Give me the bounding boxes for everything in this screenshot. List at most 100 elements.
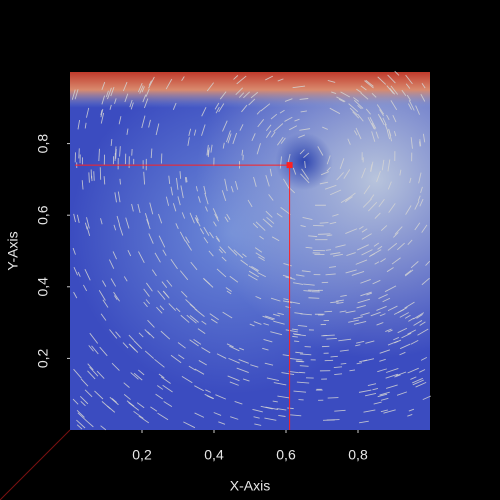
flow-glyph: [86, 226, 91, 237]
flow-glyph: [186, 314, 197, 324]
flow-glyph: [397, 327, 408, 334]
flow-glyph: [405, 83, 411, 89]
y-tick-label: 0,2: [35, 348, 51, 368]
flow-glyph: [346, 252, 356, 256]
flow-glyph: [304, 161, 306, 169]
flow-glyph: [408, 317, 415, 322]
flow-glyph: [279, 109, 285, 114]
flow-glyph: [163, 401, 173, 408]
flow-glyph: [234, 181, 239, 190]
flow-glyph: [114, 192, 117, 203]
flow-glyph: [110, 139, 113, 146]
flow-glyph: [123, 276, 128, 282]
flow-glyph: [300, 173, 310, 184]
flow-glyph: [399, 169, 402, 176]
flow-glyph: [109, 329, 118, 339]
flow-glyph: [287, 154, 291, 164]
flow-glyph: [319, 181, 329, 185]
flow-glyph: [218, 103, 225, 113]
flow-glyph: [89, 366, 99, 377]
flow-glyph: [358, 225, 364, 230]
flow-glyph: [335, 244, 346, 248]
flow-glyph: [126, 128, 129, 135]
flow-glyph: [270, 131, 276, 138]
flow-glyph: [272, 400, 278, 403]
flow-glyph: [370, 161, 374, 172]
flow-glyph: [208, 250, 214, 257]
flow-glyph: [149, 202, 154, 215]
flow-glyph: [73, 368, 82, 379]
flow-glyph: [162, 249, 167, 256]
flow-glyph: [293, 333, 306, 337]
flow-glyph: [137, 83, 143, 93]
flow-glyph: [386, 130, 391, 140]
flow-glyph: [303, 290, 312, 292]
flow-glyph: [81, 180, 84, 190]
flow-glyph: [110, 278, 117, 287]
flow-glyph: [205, 389, 211, 393]
flow-glyph: [386, 85, 394, 94]
flow-glyph: [367, 383, 377, 386]
flow-glyph: [358, 420, 369, 424]
flow-glyph: [379, 349, 391, 354]
flow-glyph: [226, 213, 231, 220]
flow-glyph: [109, 104, 112, 110]
flow-glyph: [300, 225, 306, 228]
flow-glyph: [117, 191, 121, 203]
flow-glyph: [181, 76, 185, 81]
flow-glyph: [158, 373, 165, 379]
flow-glyph: [370, 194, 375, 200]
flow-glyph: [242, 253, 247, 258]
flow-glyph: [405, 205, 412, 215]
flow-glyph: [204, 192, 209, 205]
flow-glyph: [86, 420, 94, 428]
flow-glyph: [146, 218, 151, 230]
flow-glyph: [407, 414, 413, 417]
flow-glyph: [201, 124, 206, 136]
flow-glyph: [339, 158, 345, 170]
flow-glyph: [252, 408, 263, 413]
flow-glyph: [105, 90, 109, 97]
flow-glyph: [193, 338, 202, 345]
flow-glyph: [372, 388, 379, 391]
flow-glyph: [270, 113, 278, 120]
flow-glyph: [383, 409, 396, 414]
flow-glyph: [154, 358, 165, 368]
x-tick-label: 0,6: [276, 447, 296, 463]
flow-glyph: [298, 134, 306, 138]
flow-glyph: [235, 87, 244, 96]
flow-glyph: [393, 130, 397, 137]
flow-glyph: [352, 111, 360, 119]
flow-glyph: [345, 269, 357, 274]
flow-glyph: [308, 289, 320, 292]
flow-glyph: [421, 83, 426, 89]
flow-glyph: [222, 142, 225, 149]
flow-glyph: [159, 305, 165, 311]
flow-glyph: [195, 186, 198, 192]
flow-glyph: [100, 109, 103, 116]
flow-glyph: [87, 370, 96, 380]
flow-glyph: [143, 98, 149, 109]
flow-glyph: [280, 137, 286, 144]
flow-glyph: [209, 231, 214, 239]
flow-glyph: [138, 251, 145, 263]
flow-glyph: [347, 138, 351, 145]
flow-glyph: [277, 78, 284, 82]
flow-glyph: [404, 301, 415, 309]
flow-glyph: [388, 203, 396, 213]
flow-glyph: [113, 291, 120, 302]
flow-glyph: [387, 242, 398, 251]
flow-glyph: [201, 320, 207, 325]
flow-glyph: [387, 329, 393, 333]
flow-glyph: [356, 244, 369, 251]
flow-glyph: [394, 70, 400, 76]
flow-glyph: [198, 360, 207, 366]
flow-glyph: [125, 217, 130, 229]
flow-glyph: [79, 395, 89, 405]
flow-glyph: [265, 130, 272, 138]
flow-glyph: [336, 301, 344, 304]
flow-glyph: [76, 214, 80, 223]
flow-glyph: [294, 340, 300, 343]
flow-glyph: [372, 279, 381, 285]
